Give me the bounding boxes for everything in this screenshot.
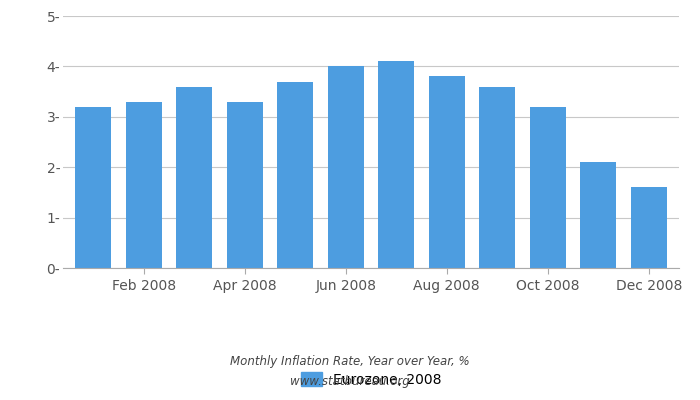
Bar <box>277 82 314 268</box>
Text: Monthly Inflation Rate, Year over Year, %: Monthly Inflation Rate, Year over Year, … <box>230 356 470 368</box>
Bar <box>176 86 213 268</box>
Legend: Eurozone, 2008: Eurozone, 2008 <box>295 366 447 392</box>
Bar <box>479 86 515 268</box>
Bar <box>75 107 111 268</box>
Bar <box>580 162 617 268</box>
Bar <box>631 187 667 268</box>
Bar <box>125 102 162 268</box>
Text: www.statbureau.org: www.statbureau.org <box>290 376 410 388</box>
Bar <box>428 76 465 268</box>
Bar <box>328 66 364 268</box>
Bar <box>378 61 414 268</box>
Bar <box>529 107 566 268</box>
Bar <box>227 102 263 268</box>
